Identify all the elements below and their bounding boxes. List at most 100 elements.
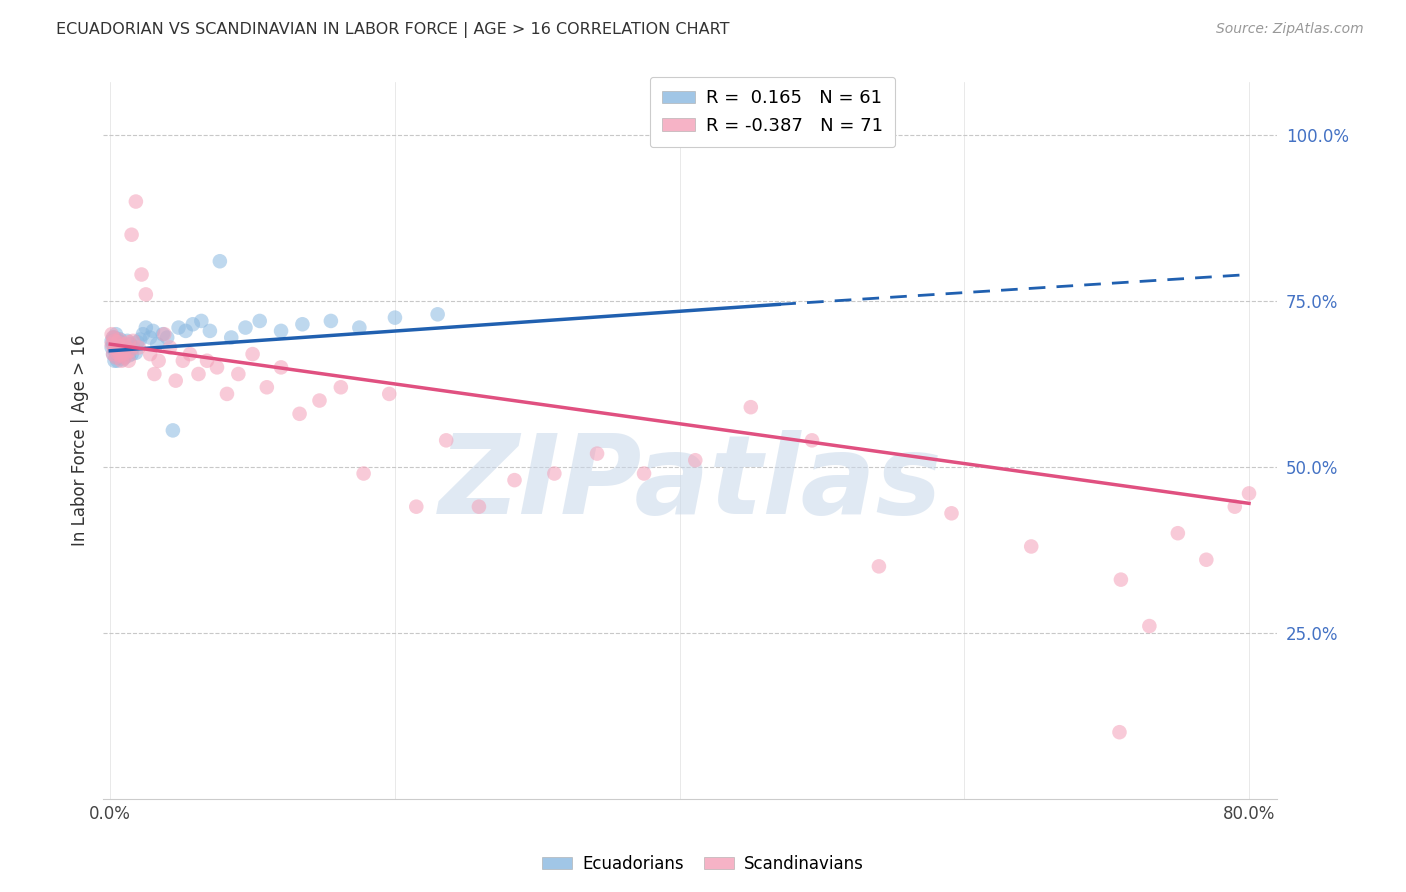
Point (101, 330, 124, 344)
Point (1019, 540, 1042, 554)
Point (104, 351, 127, 365)
Point (868, 559, 890, 574)
Point (114, 351, 136, 365)
Point (1237, 486, 1260, 500)
Point (135, 287, 157, 301)
Point (111, 347, 134, 361)
Point (107, 334, 129, 348)
Point (174, 324, 197, 338)
Point (249, 314, 271, 328)
Point (100, 334, 122, 348)
Point (107, 351, 129, 365)
Point (107, 342, 129, 356)
Point (105, 345, 128, 359)
Point (103, 341, 125, 355)
Y-axis label: In Labor Force | Age > 16: In Labor Force | Age > 16 (72, 334, 89, 546)
Point (291, 318, 314, 332)
Point (228, 367, 250, 381)
Point (105, 353, 128, 368)
Point (127, 335, 149, 350)
Point (105, 335, 128, 350)
Point (108, 348, 131, 362)
Point (503, 473, 526, 487)
Point (103, 337, 125, 351)
Point (235, 320, 257, 334)
Point (101, 347, 124, 361)
Point (108, 339, 131, 353)
Point (152, 327, 174, 342)
Point (139, 330, 162, 344)
Point (941, 506, 963, 520)
Point (198, 324, 221, 338)
Point (156, 330, 179, 344)
Point (118, 348, 141, 362)
Point (121, 227, 143, 242)
Point (104, 343, 127, 358)
Point (104, 351, 127, 365)
Point (319, 314, 342, 328)
Point (740, 400, 762, 414)
Point (242, 347, 264, 361)
Point (104, 337, 127, 351)
Point (122, 334, 145, 348)
Text: Source: ZipAtlas.com: Source: ZipAtlas.com (1216, 22, 1364, 37)
Point (125, 345, 148, 359)
Point (146, 337, 169, 351)
Point (112, 347, 135, 361)
Point (468, 500, 491, 514)
Point (117, 345, 139, 359)
Point (179, 347, 201, 361)
Point (108, 348, 131, 362)
Point (129, 333, 152, 347)
Legend: Ecuadorians, Scandinavians: Ecuadorians, Scandinavians (536, 848, 870, 880)
Text: ZIPatlas: ZIPatlas (439, 430, 942, 537)
Point (215, 387, 238, 401)
Point (190, 314, 212, 328)
Point (1195, 553, 1218, 567)
Point (115, 341, 138, 355)
Point (195, 353, 218, 368)
Point (153, 327, 176, 342)
Point (118, 353, 141, 368)
Point (104, 342, 127, 356)
Point (100, 341, 122, 355)
Point (165, 374, 187, 388)
Point (117, 334, 139, 348)
Point (108, 341, 131, 355)
Point (103, 330, 125, 344)
Point (167, 320, 190, 334)
Point (114, 341, 136, 355)
Point (543, 467, 565, 481)
Point (219, 330, 242, 344)
Point (139, 347, 162, 361)
Point (148, 353, 170, 368)
Point (288, 407, 311, 421)
Point (111, 338, 134, 352)
Point (143, 367, 166, 381)
Point (105, 337, 128, 351)
Point (107, 343, 129, 358)
Point (801, 434, 824, 448)
Point (100, 337, 122, 351)
Point (132, 327, 155, 342)
Point (1137, 619, 1160, 633)
Point (405, 500, 427, 514)
Point (101, 337, 124, 351)
Point (104, 327, 127, 342)
Point (353, 467, 375, 481)
Point (114, 351, 136, 365)
Point (1167, 526, 1189, 541)
Point (118, 335, 141, 350)
Point (208, 254, 231, 268)
Point (111, 343, 134, 358)
Point (103, 353, 125, 368)
Point (112, 352, 135, 367)
Point (103, 343, 125, 358)
Point (122, 341, 145, 355)
Point (205, 360, 228, 375)
Text: ECUADORIAN VS SCANDINAVIAN IN LABOR FORCE | AGE > 16 CORRELATION CHART: ECUADORIAN VS SCANDINAVIAN IN LABOR FORC… (56, 22, 730, 38)
Point (586, 447, 609, 461)
Legend: R =  0.165   N = 61, R = -0.387   N = 71: R = 0.165 N = 61, R = -0.387 N = 71 (650, 77, 896, 147)
Point (426, 307, 449, 321)
Point (128, 341, 150, 355)
